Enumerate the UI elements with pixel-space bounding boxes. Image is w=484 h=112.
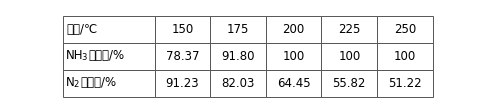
Bar (377, 16, 432, 43)
Text: 91.23: 91.23 (165, 77, 199, 90)
Bar (321, 16, 377, 43)
Bar (154, 70, 210, 97)
Text: 78.37: 78.37 (166, 50, 199, 63)
Bar (62, 43, 154, 70)
Bar (377, 43, 432, 70)
Bar (154, 43, 210, 70)
Text: 转化率/%: 转化率/% (88, 49, 124, 62)
Bar (377, 70, 432, 97)
Bar (210, 16, 265, 43)
Bar (265, 70, 321, 97)
Text: 选择性/%: 选择性/% (80, 76, 117, 89)
Text: 175: 175 (227, 23, 249, 36)
Text: 91.80: 91.80 (221, 50, 254, 63)
Bar (62, 16, 154, 43)
Text: 82.03: 82.03 (221, 77, 254, 90)
Text: 225: 225 (337, 23, 360, 36)
Text: 200: 200 (282, 23, 304, 36)
Text: 100: 100 (393, 50, 415, 63)
Bar (321, 43, 377, 70)
Bar (210, 70, 265, 97)
Text: 150: 150 (171, 23, 193, 36)
Text: NH: NH (66, 49, 84, 62)
Text: 55.82: 55.82 (332, 77, 365, 90)
Text: 100: 100 (282, 50, 304, 63)
Text: 温度/℃: 温度/℃ (66, 23, 97, 36)
Bar (154, 16, 210, 43)
Text: 3: 3 (81, 53, 87, 62)
Text: 64.45: 64.45 (276, 77, 310, 90)
Text: 2: 2 (74, 80, 79, 89)
Text: 51.22: 51.22 (387, 77, 421, 90)
Bar (210, 43, 265, 70)
Text: 250: 250 (393, 23, 415, 36)
Bar (265, 43, 321, 70)
Bar (62, 70, 154, 97)
Text: N: N (66, 76, 75, 89)
Text: 100: 100 (337, 50, 360, 63)
Bar (265, 16, 321, 43)
Bar (321, 70, 377, 97)
